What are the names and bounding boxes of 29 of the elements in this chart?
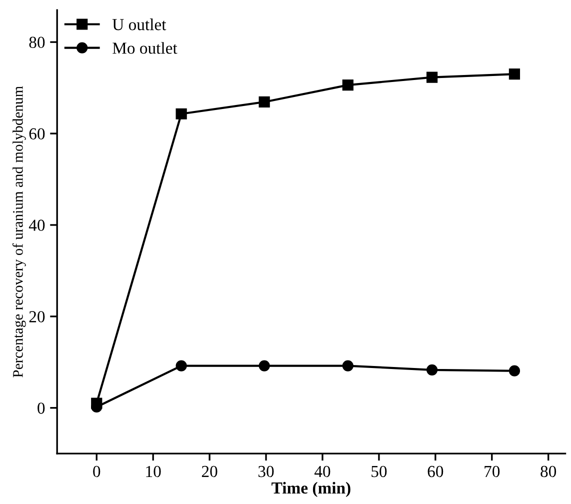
y-tick-label: 80	[29, 36, 45, 48]
point	[91, 398, 102, 409]
point	[176, 108, 187, 120]
x-tick-label: 10	[146, 466, 161, 478]
x-tick-label: 0	[93, 466, 100, 478]
point	[508, 68, 520, 80]
x-tick-label: 50	[372, 466, 387, 478]
y-tick-label: 0	[38, 402, 45, 414]
x-axis-title: Time (min)	[272, 482, 350, 498]
x-tick-label: 30	[258, 466, 274, 478]
x-tick-label: 60	[428, 466, 444, 478]
point	[426, 72, 438, 83]
x-tick-label: 20	[202, 466, 218, 478]
point	[508, 365, 520, 376]
point	[258, 96, 270, 108]
y-tick-label: 60	[29, 128, 45, 140]
y-tick-label: 40	[28, 220, 45, 231]
point	[426, 364, 438, 376]
y-axis-title: Percentage recovery of uranium and molybdenum	[12, 86, 26, 378]
y-tick-label: 20	[29, 311, 45, 322]
x-tick-label: 40	[314, 466, 330, 478]
point	[342, 360, 354, 372]
point	[258, 360, 270, 372]
x-tick-label: 80	[540, 466, 556, 478]
point	[176, 360, 187, 372]
legend-label: Mo outlet	[112, 42, 178, 54]
point	[342, 80, 354, 91]
legend-label: U outlet	[112, 18, 166, 30]
x-tick-label: 70	[484, 466, 500, 478]
